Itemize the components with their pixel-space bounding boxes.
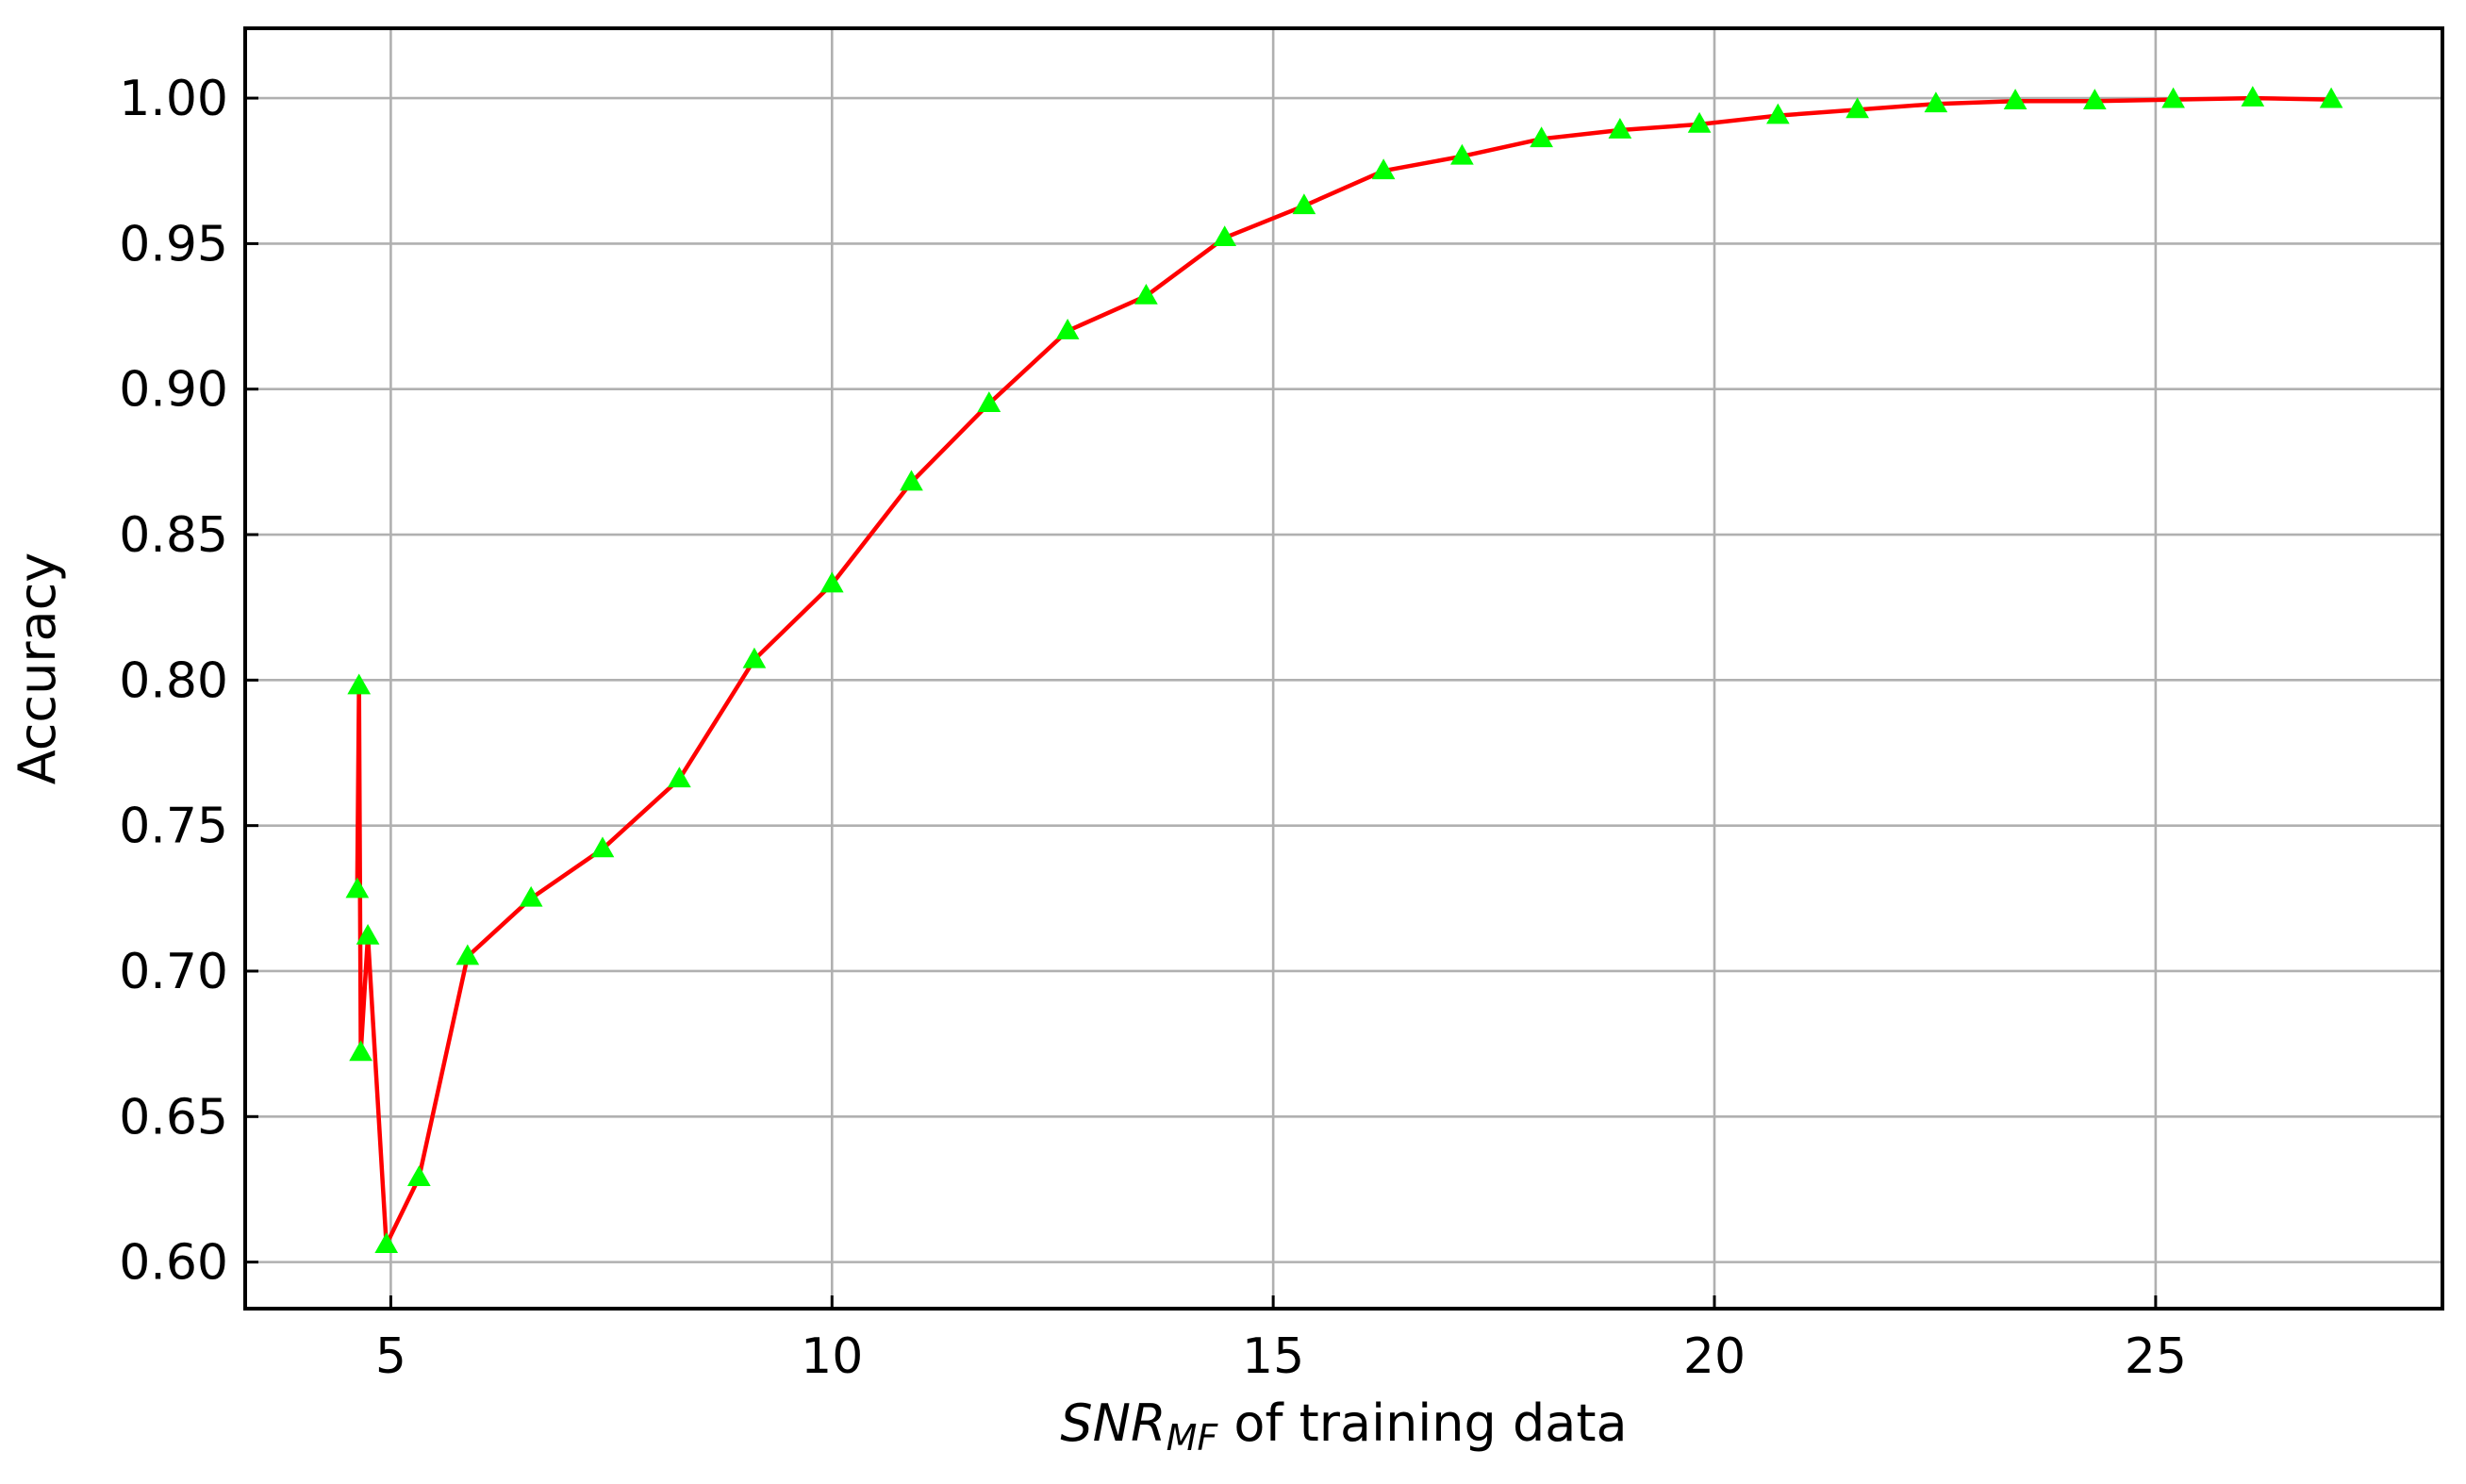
data-point-marker bbox=[1845, 97, 1869, 119]
y-axis-label: Accuracy bbox=[8, 552, 67, 785]
series-line bbox=[355, 95, 2332, 1247]
y-tick-label: 0.90 bbox=[119, 362, 228, 419]
data-point-marker bbox=[1371, 158, 1396, 180]
y-tick-label: 0.95 bbox=[119, 216, 228, 272]
series-layer bbox=[345, 86, 2343, 1253]
y-tick-label: 0.70 bbox=[119, 944, 228, 1000]
data-point-marker bbox=[345, 877, 370, 899]
data-point-marker bbox=[1687, 111, 1712, 133]
data-point-marker bbox=[2082, 89, 2107, 109]
y-tick-labels: 0.60 0.65 0.70 0.75 0.80 0.85 0.90 0.95 1.00 bbox=[119, 71, 228, 1292]
data-point-marker bbox=[406, 1165, 431, 1186]
data-point-marker bbox=[1292, 193, 1316, 215]
y-tick-label: 0.60 bbox=[119, 1235, 228, 1292]
x-axis-label: SNRMF of training data bbox=[1060, 1393, 1627, 1459]
data-point-marker bbox=[668, 767, 691, 788]
tick-marks bbox=[245, 96, 2158, 1309]
x-tick-label: 20 bbox=[1683, 1328, 1746, 1385]
x-axis-label-main: SNR bbox=[1060, 1393, 1166, 1453]
data-point-marker bbox=[1766, 103, 1790, 124]
data-point-marker bbox=[977, 391, 1001, 412]
data-point-marker bbox=[819, 571, 844, 593]
data-point-marker bbox=[2319, 87, 2343, 108]
data-point-marker bbox=[356, 923, 380, 945]
grid-lines bbox=[245, 28, 2442, 1309]
data-point-marker bbox=[1450, 143, 1474, 165]
data-point-marker bbox=[374, 1232, 399, 1253]
data-point-marker bbox=[2161, 87, 2185, 108]
x-tick-label: 25 bbox=[2125, 1328, 2187, 1385]
y-tick-label: 0.65 bbox=[119, 1089, 228, 1146]
y-tick-label: 0.85 bbox=[119, 507, 228, 564]
y-tick-label: 0.75 bbox=[119, 799, 228, 855]
data-point-marker bbox=[2241, 86, 2265, 107]
data-point-marker bbox=[2003, 89, 2027, 109]
data-point-marker bbox=[742, 647, 767, 668]
data-point-marker bbox=[349, 1040, 372, 1062]
data-point-marker bbox=[455, 944, 480, 965]
x-axis-label-subscript: MF bbox=[1167, 1417, 1219, 1459]
data-point-marker bbox=[1213, 225, 1237, 247]
x-tick-label: 10 bbox=[801, 1328, 863, 1385]
x-tick-label: 15 bbox=[1242, 1328, 1304, 1385]
y-tick-label: 0.80 bbox=[119, 652, 228, 709]
data-point-marker bbox=[1608, 118, 1632, 139]
data-point-marker bbox=[590, 836, 615, 858]
y-tick-label: 1.00 bbox=[119, 71, 228, 127]
data-point-marker bbox=[347, 673, 372, 695]
x-axis-label-suffix: of training data bbox=[1217, 1393, 1627, 1453]
data-point-marker bbox=[1530, 126, 1553, 148]
data-point-marker bbox=[1134, 283, 1158, 305]
data-point-marker bbox=[900, 470, 923, 491]
data-point-marker bbox=[1055, 318, 1080, 339]
x-tick-labels: 5 10 15 20 25 bbox=[375, 1328, 2187, 1385]
x-tick-label: 5 bbox=[375, 1328, 406, 1385]
plot-frame bbox=[243, 26, 2444, 1311]
data-point-marker bbox=[519, 885, 543, 907]
data-point-marker bbox=[1924, 91, 1948, 113]
